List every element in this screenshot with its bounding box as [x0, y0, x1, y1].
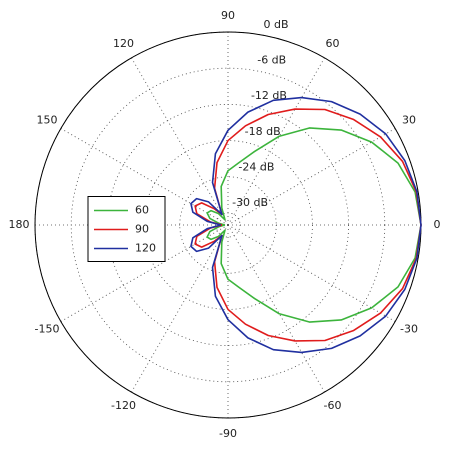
legend-label: 120 — [135, 242, 156, 255]
r-tick-label: -12 dB — [251, 89, 287, 102]
theta-tick-label: -150 — [35, 323, 60, 336]
theta-tick-label: -30 — [400, 323, 418, 336]
grid-spoke — [131, 224, 229, 393]
theta-tick-label: 60 — [326, 37, 340, 50]
grid-spoke — [60, 224, 229, 322]
grid-spoke — [60, 128, 229, 226]
legend-label: 60 — [135, 204, 149, 217]
legend: 60 90 120 — [87, 196, 166, 262]
theta-tick-label: -120 — [111, 399, 136, 412]
r-tick-label: -18 dB — [245, 125, 281, 138]
theta-tick-label: 180 — [9, 218, 30, 231]
r-tick-label: -24 dB — [238, 160, 274, 173]
theta-tick-label: 120 — [113, 37, 134, 50]
grid-spoke — [227, 224, 325, 393]
legend-label: 90 — [135, 223, 149, 236]
grid-spoke — [227, 57, 325, 226]
theta-tick-label: 150 — [37, 114, 58, 127]
theta-tick-label: 0 — [434, 218, 441, 231]
theta-tick-label: -90 — [219, 427, 237, 440]
r-tick-label: -6 dB — [257, 54, 286, 67]
theta-tick-label: 90 — [221, 9, 235, 22]
r-tick-label: 0 dB — [264, 18, 289, 31]
grid-spoke — [131, 57, 229, 226]
grid-spoke — [227, 128, 396, 226]
theta-tick-label: 30 — [402, 114, 416, 127]
theta-tick-label: -60 — [324, 399, 342, 412]
grid-spoke — [227, 224, 396, 322]
r-tick-label: -30 dB — [232, 196, 268, 209]
series-line — [190, 96, 422, 354]
